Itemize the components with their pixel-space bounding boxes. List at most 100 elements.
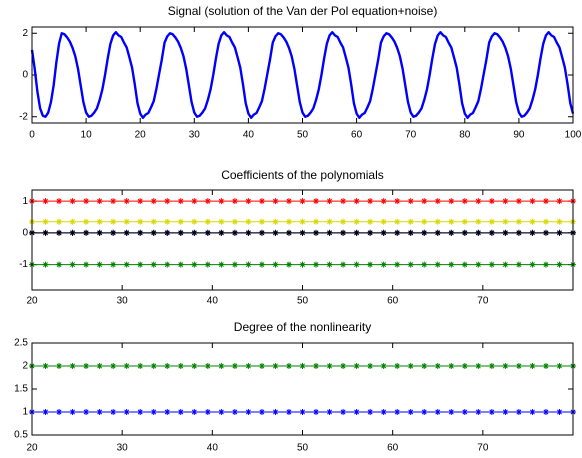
marker: [204, 198, 211, 205]
marker-stroke: [272, 198, 278, 204]
marker-stroke: [164, 219, 170, 225]
marker-stroke: [218, 219, 224, 225]
marker: [299, 198, 306, 205]
marker: [96, 363, 103, 369]
marker-stroke: [137, 198, 143, 204]
marker: [218, 218, 225, 225]
marker: [461, 363, 468, 369]
marker: [313, 363, 320, 369]
y-tick-label: 2: [22, 28, 28, 39]
marker-stroke: [475, 219, 481, 225]
marker-stroke: [313, 230, 319, 236]
marker: [502, 363, 509, 369]
marker: [150, 198, 157, 205]
marker: [164, 261, 171, 268]
marker: [434, 198, 441, 205]
x-tick-label: 90: [513, 130, 525, 141]
x-tick-label: 70: [405, 130, 417, 141]
marker: [529, 409, 536, 415]
marker-stroke: [137, 409, 143, 415]
marker-stroke: [408, 409, 414, 415]
marker-stroke: [529, 409, 535, 415]
marker-stroke: [232, 409, 238, 415]
marker-stroke: [137, 262, 143, 268]
marker-stroke: [300, 219, 305, 225]
marker: [407, 409, 414, 415]
marker: [69, 229, 76, 236]
x-tick-label: 10: [81, 130, 93, 141]
marker: [556, 229, 563, 236]
marker-stroke: [421, 230, 427, 236]
marker-stroke: [97, 230, 103, 236]
marker-stroke: [259, 219, 265, 225]
marker-stroke: [218, 363, 224, 369]
marker-stroke: [313, 198, 319, 204]
x-tick-label: 40: [207, 296, 219, 307]
marker: [272, 198, 279, 205]
marker-stroke: [448, 409, 454, 415]
marker: [191, 229, 198, 236]
marker: [488, 363, 495, 369]
y-tick-label: 0: [22, 227, 28, 238]
y-tick-label: 1: [22, 196, 28, 207]
x-tick-label: 70: [477, 296, 489, 307]
marker-stroke: [56, 230, 62, 236]
marker-stroke: [435, 219, 441, 225]
marker-stroke: [164, 262, 170, 268]
marker: [421, 409, 428, 415]
marker: [42, 218, 49, 225]
marker-stroke: [191, 219, 197, 225]
marker-stroke: [272, 262, 278, 268]
marker: [150, 409, 157, 415]
marker-stroke: [245, 409, 251, 415]
marker: [475, 409, 482, 415]
marker-stroke: [448, 219, 454, 225]
marker: [448, 261, 455, 268]
x-tick-label: 50: [297, 443, 309, 454]
marker: [367, 229, 374, 236]
marker: [177, 409, 184, 415]
marker: [448, 218, 455, 225]
marker: [448, 198, 455, 205]
chart-title: Coefficients of the polynomials: [221, 168, 384, 182]
marker-stroke: [245, 262, 251, 268]
marker: [285, 409, 292, 415]
marker-stroke: [557, 230, 562, 236]
marker-stroke: [259, 198, 265, 204]
marker: [110, 363, 117, 369]
marker: [285, 229, 292, 236]
marker-stroke: [327, 219, 333, 225]
marker: [83, 229, 90, 236]
marker-stroke: [408, 219, 414, 225]
marker-stroke: [421, 363, 427, 369]
marker-stroke: [340, 363, 346, 369]
marker-stroke: [313, 219, 319, 225]
marker: [353, 218, 360, 225]
marker: [218, 198, 225, 205]
marker: [245, 229, 252, 236]
marker: [285, 198, 292, 205]
marker-stroke: [340, 409, 346, 415]
x-tick-label: 100: [565, 130, 582, 141]
marker-stroke: [178, 409, 184, 415]
marker: [488, 198, 495, 205]
marker: [475, 198, 482, 205]
x-tick-label: 60: [387, 296, 399, 307]
marker-stroke: [516, 363, 522, 369]
marker-stroke: [286, 198, 292, 204]
marker: [326, 409, 333, 415]
marker-stroke: [462, 409, 468, 415]
marker-stroke: [381, 198, 387, 204]
marker-stroke: [543, 363, 549, 369]
marker-stroke: [327, 262, 333, 268]
marker: [367, 218, 374, 225]
marker-stroke: [421, 262, 427, 268]
marker: [245, 198, 252, 205]
marker-stroke: [367, 230, 373, 236]
marker-stroke: [327, 230, 333, 236]
marker-stroke: [259, 409, 265, 415]
axes-frame: [31, 342, 574, 436]
marker: [515, 363, 522, 369]
marker-stroke: [70, 262, 76, 268]
